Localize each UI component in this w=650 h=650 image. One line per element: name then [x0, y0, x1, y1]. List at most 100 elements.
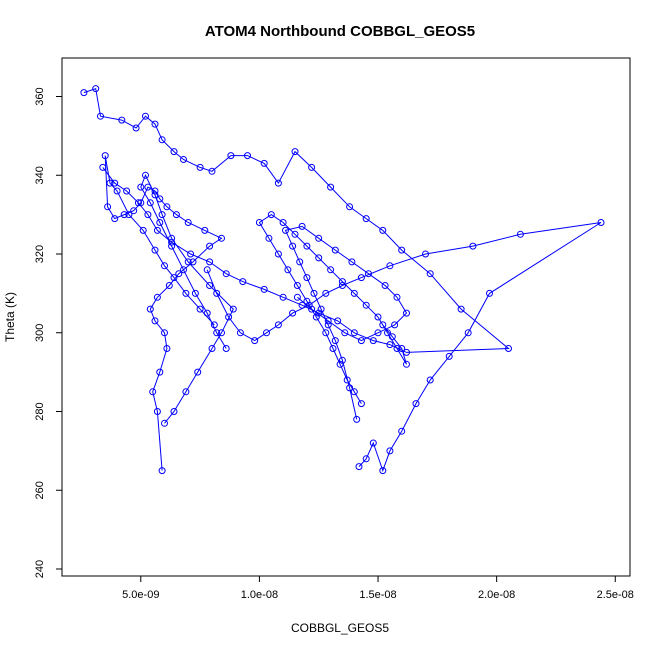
- data-point: [312, 313, 320, 321]
- data-point: [194, 368, 202, 376]
- x-tick-label: 1.0e-08: [241, 589, 278, 601]
- data-point: [322, 329, 330, 337]
- data-point: [298, 222, 306, 230]
- data-point: [170, 408, 178, 415]
- data-point: [341, 329, 349, 337]
- x-tick-label: 5.0e-09: [122, 589, 159, 601]
- data-point: [426, 376, 434, 384]
- data-point: [346, 384, 354, 392]
- data-point: [265, 234, 273, 242]
- data-point: [111, 215, 119, 223]
- data-point: [379, 321, 387, 329]
- data-point: [289, 242, 297, 250]
- data-point: [398, 427, 406, 435]
- series-5: [255, 211, 410, 408]
- data-point: [386, 262, 394, 270]
- data-point: [137, 199, 145, 207]
- data-point: [153, 293, 161, 301]
- data-point: [213, 289, 221, 297]
- data-point: [172, 211, 180, 219]
- data-point: [184, 258, 192, 266]
- data-point: [104, 203, 112, 211]
- data-point: [327, 266, 335, 274]
- data-point: [151, 317, 159, 325]
- data-point: [412, 400, 420, 408]
- data-point: [329, 345, 337, 352]
- data-point: [146, 305, 154, 313]
- data-point: [113, 187, 121, 195]
- data-point: [386, 341, 394, 349]
- data-point: [282, 226, 289, 234]
- data-point: [168, 242, 176, 250]
- data-point: [331, 246, 339, 254]
- data-point: [348, 258, 356, 266]
- data-point: [388, 333, 396, 341]
- data-point: [274, 179, 282, 187]
- y-tick-label: 280: [34, 402, 46, 420]
- data-point: [315, 234, 323, 242]
- data-point: [386, 447, 394, 455]
- data-point: [222, 345, 230, 352]
- data-point: [279, 293, 287, 301]
- data-point: [274, 250, 282, 258]
- data-point: [393, 345, 401, 352]
- data-point: [291, 148, 299, 156]
- data-point: [469, 242, 477, 250]
- x-tick-label: 2.5e-08: [597, 589, 634, 601]
- data-point: [255, 219, 263, 226]
- data-point: [457, 305, 465, 313]
- data-point: [338, 282, 346, 289]
- data-point: [338, 278, 346, 286]
- data-point: [151, 246, 159, 254]
- y-axis: 240 260 280 300 320 340 360: [34, 87, 63, 578]
- data-point: [125, 211, 133, 219]
- data-point: [149, 388, 157, 396]
- y-tick-label: 340: [34, 166, 46, 184]
- data-point: [146, 199, 154, 207]
- data-point: [398, 345, 406, 352]
- data-point: [357, 400, 365, 408]
- data-point: [208, 345, 216, 352]
- data-point: [324, 321, 332, 329]
- y-tick-label: 320: [34, 245, 46, 263]
- data-point: [384, 329, 391, 337]
- data-point: [350, 289, 358, 297]
- data-point: [229, 305, 237, 313]
- data-point: [189, 258, 197, 266]
- y-tick-label: 360: [34, 87, 46, 105]
- data-point: [350, 329, 358, 337]
- data-point: [303, 242, 311, 250]
- data-point: [151, 120, 159, 128]
- data-point: [310, 289, 318, 297]
- data-point: [274, 321, 282, 329]
- data-point: [142, 171, 149, 179]
- data-point: [422, 250, 429, 258]
- series-2: [101, 152, 225, 475]
- x-tick-label: 1.5e-08: [359, 589, 396, 601]
- data-point: [393, 293, 401, 301]
- data-point: [153, 226, 161, 234]
- data-point: [180, 156, 187, 163]
- series-4: [203, 219, 605, 475]
- data-point: [331, 337, 339, 345]
- data-point: [182, 289, 190, 297]
- data-point: [239, 278, 247, 286]
- data-point: [156, 368, 164, 376]
- data-point: [362, 301, 370, 309]
- data-point: [208, 167, 216, 175]
- data-point: [362, 215, 370, 223]
- series-line: [104, 155, 223, 471]
- data-point: [303, 274, 311, 282]
- data-point: [80, 89, 88, 97]
- data-point: [187, 250, 195, 258]
- data-point: [398, 246, 406, 254]
- data-point: [334, 317, 342, 325]
- data-point: [317, 305, 325, 313]
- data-point: [132, 124, 140, 132]
- data-point: [403, 309, 410, 317]
- y-tick-label: 240: [34, 560, 46, 578]
- data-point: [236, 329, 244, 337]
- data-point: [315, 254, 323, 262]
- data-point: [227, 152, 235, 160]
- data-point: [144, 211, 152, 219]
